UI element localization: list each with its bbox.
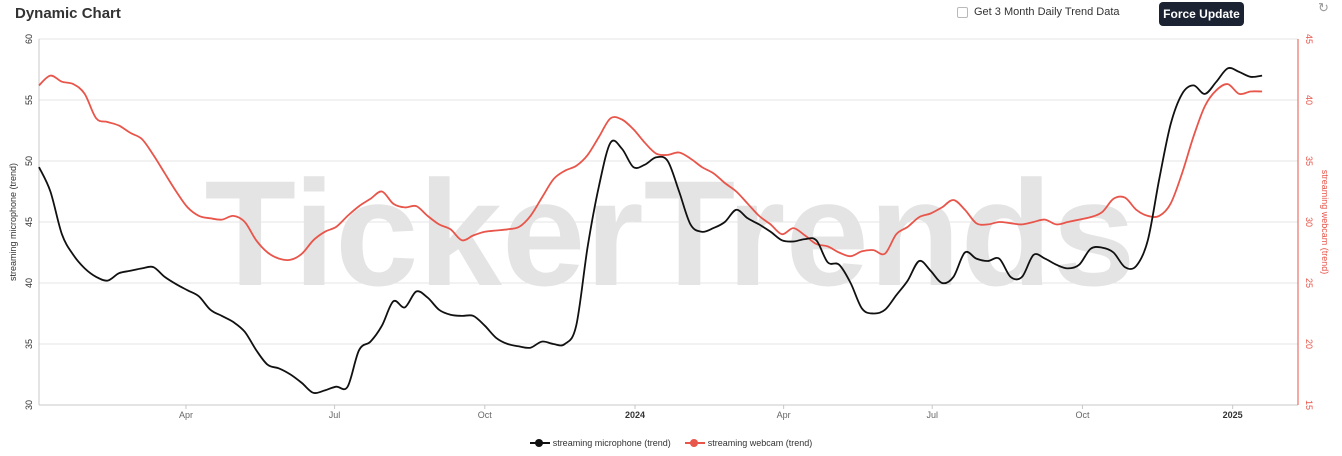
left-tick-label: 55 <box>24 95 34 105</box>
x-tick-label: 2024 <box>625 410 645 420</box>
x-tick-label: Apr <box>777 410 791 420</box>
legend-label-webcam: streaming webcam (trend) <box>707 438 813 448</box>
right-tick-label: 20 <box>1304 339 1314 349</box>
x-tick-label: Jul <box>329 410 341 420</box>
chart-title: Dynamic Chart <box>15 5 121 22</box>
series-layer <box>38 67 1263 394</box>
left-tick-label: 30 <box>24 400 34 410</box>
three-month-checkbox[interactable] <box>957 6 968 18</box>
left-tick-label: 40 <box>24 278 34 288</box>
refresh-icon[interactable]: ↻ <box>1318 0 1329 15</box>
line-chart: TickerTrends 303540455055601520253035404… <box>8 34 1330 420</box>
legend-item-webcam[interactable]: streaming webcam (trend) <box>684 438 813 448</box>
right-tick-label: 30 <box>1304 217 1314 227</box>
legend-swatch-webcam <box>684 439 705 447</box>
x-tick-label: Oct <box>478 410 493 420</box>
force-update-button[interactable]: Force Update <box>1159 2 1244 26</box>
three-month-daily-toggle[interactable]: Get 3 Month Daily Trend Data <box>957 6 1120 18</box>
chart-legend: streaming microphone (trend) streaming w… <box>0 438 1342 448</box>
three-month-toggle-label: Get 3 Month Daily Trend Data <box>974 6 1120 18</box>
right-axis-title: streaming webcam (trend) <box>1320 170 1330 275</box>
series-line-microphone <box>38 67 1263 394</box>
x-tick-label: Oct <box>1075 410 1090 420</box>
series-line-webcam <box>38 74 1263 262</box>
right-tick-label: 35 <box>1304 156 1314 166</box>
right-tick-label: 25 <box>1304 278 1314 288</box>
left-tick-label: 50 <box>24 156 34 166</box>
right-tick-label: 45 <box>1304 34 1314 44</box>
right-tick-label: 40 <box>1304 95 1314 105</box>
legend-label-microphone: streaming microphone (trend) <box>552 438 671 448</box>
legend-swatch-microphone <box>529 439 550 447</box>
left-tick-label: 45 <box>24 217 34 227</box>
legend-item-microphone[interactable]: streaming microphone (trend) <box>529 438 671 448</box>
right-tick-label: 15 <box>1304 400 1314 410</box>
x-tick-label: Jul <box>926 410 938 420</box>
left-tick-label: 60 <box>24 34 34 44</box>
x-tick-label: 2025 <box>1223 410 1243 420</box>
x-tick-label: Apr <box>179 410 193 420</box>
left-tick-label: 35 <box>24 339 34 349</box>
watermark-text: TickerTrends <box>204 149 1135 317</box>
left-axis-title: streaming microphone (trend) <box>8 163 18 281</box>
